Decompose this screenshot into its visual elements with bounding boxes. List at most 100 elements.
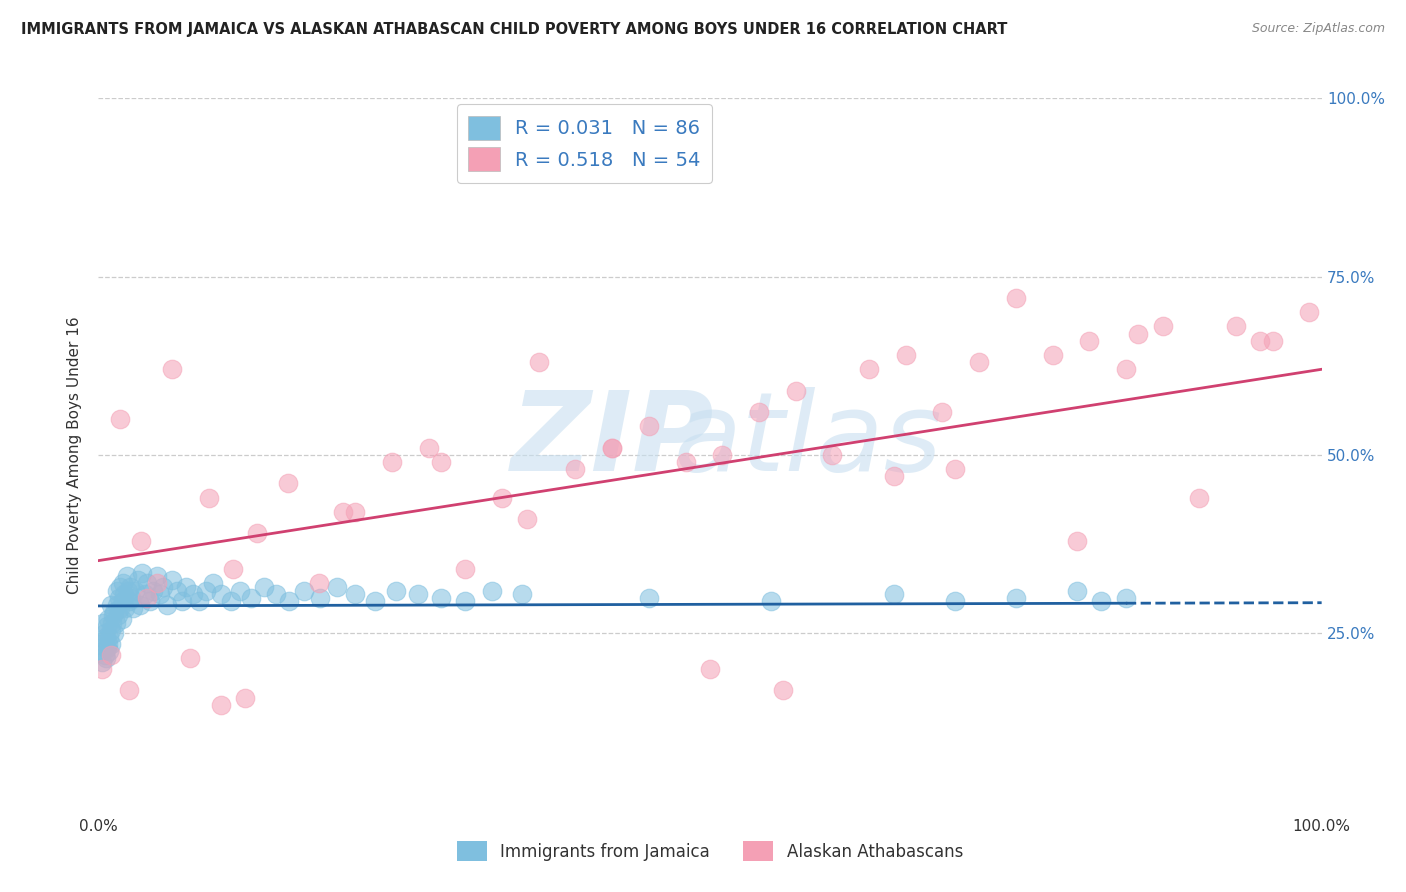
Point <box>103 605 125 619</box>
Point <box>114 601 136 615</box>
Point <box>638 419 661 434</box>
Point <box>515 512 537 526</box>
Point <box>110 601 132 615</box>
Point <box>91 644 114 658</box>
Point <box>240 591 263 605</box>
Point <box>761 594 783 608</box>
Point <box>748 405 770 419</box>
Point <box>308 576 330 591</box>
Point <box>117 583 139 598</box>
Point <box>344 587 367 601</box>
Point <box>527 355 550 369</box>
Point <box>384 583 406 598</box>
Point <box>1066 533 1088 548</box>
Point <box>1004 291 1026 305</box>
Point <box>110 412 132 426</box>
Point <box>103 626 125 640</box>
Point <box>97 637 120 651</box>
Point <box>187 594 209 608</box>
Point <box>1042 348 1064 362</box>
Point <box>638 591 661 605</box>
Point <box>195 583 218 598</box>
Point <box>1225 319 1247 334</box>
Point <box>156 598 179 612</box>
Point <box>1115 362 1137 376</box>
Point <box>136 591 159 605</box>
Point <box>111 612 134 626</box>
Point <box>564 462 586 476</box>
Point <box>115 569 138 583</box>
Point <box>308 591 330 605</box>
Point <box>1261 334 1284 348</box>
Point <box>98 644 121 658</box>
Point <box>91 662 114 676</box>
Point <box>105 583 128 598</box>
Point <box>149 587 172 601</box>
Point <box>101 608 124 623</box>
Point <box>364 594 387 608</box>
Point <box>112 587 135 601</box>
Point <box>711 448 734 462</box>
Point <box>600 441 623 455</box>
Point <box>100 637 122 651</box>
Y-axis label: Child Poverty Among Boys Under 16: Child Poverty Among Boys Under 16 <box>67 316 83 594</box>
Point <box>943 462 966 476</box>
Point <box>96 640 118 655</box>
Point <box>209 587 232 601</box>
Point <box>491 491 513 505</box>
Point <box>181 587 204 601</box>
Point <box>111 594 134 608</box>
Point <box>100 623 122 637</box>
Point <box>100 648 122 662</box>
Point <box>246 526 269 541</box>
Point <box>136 576 159 591</box>
Point <box>454 562 477 576</box>
Point <box>430 591 453 605</box>
Point <box>600 441 623 455</box>
Point <box>883 587 905 601</box>
Point <box>858 362 880 376</box>
Point <box>943 594 966 608</box>
Point <box>101 615 124 630</box>
Point <box>418 441 440 455</box>
Point <box>197 491 219 505</box>
Point <box>277 476 299 491</box>
Point <box>160 362 183 376</box>
Point <box>129 598 152 612</box>
Point <box>332 505 354 519</box>
Point <box>699 662 721 676</box>
Point <box>176 580 198 594</box>
Point <box>110 580 132 594</box>
Point <box>278 594 301 608</box>
Point <box>93 633 115 648</box>
Point <box>1066 583 1088 598</box>
Point <box>821 448 844 462</box>
Point <box>118 594 141 608</box>
Point <box>1090 594 1112 608</box>
Point <box>1152 319 1174 334</box>
Point <box>118 683 141 698</box>
Point <box>252 580 274 594</box>
Point <box>107 608 129 623</box>
Point <box>146 576 169 591</box>
Point <box>134 587 156 601</box>
Point <box>91 655 114 669</box>
Point <box>108 591 131 605</box>
Point <box>1078 334 1101 348</box>
Point <box>785 384 807 398</box>
Point <box>97 612 120 626</box>
Point <box>454 594 477 608</box>
Point <box>124 583 146 598</box>
Point <box>98 630 121 644</box>
Point <box>1249 334 1271 348</box>
Point <box>1115 591 1137 605</box>
Point <box>209 698 232 712</box>
Point <box>1188 491 1211 505</box>
Legend: Immigrants from Jamaica, Alaskan Athabascans: Immigrants from Jamaica, Alaskan Athabas… <box>447 830 973 871</box>
Point <box>233 690 256 705</box>
Point <box>127 573 149 587</box>
Point <box>406 587 429 601</box>
Point <box>222 562 245 576</box>
Point <box>100 598 122 612</box>
Point <box>170 594 193 608</box>
